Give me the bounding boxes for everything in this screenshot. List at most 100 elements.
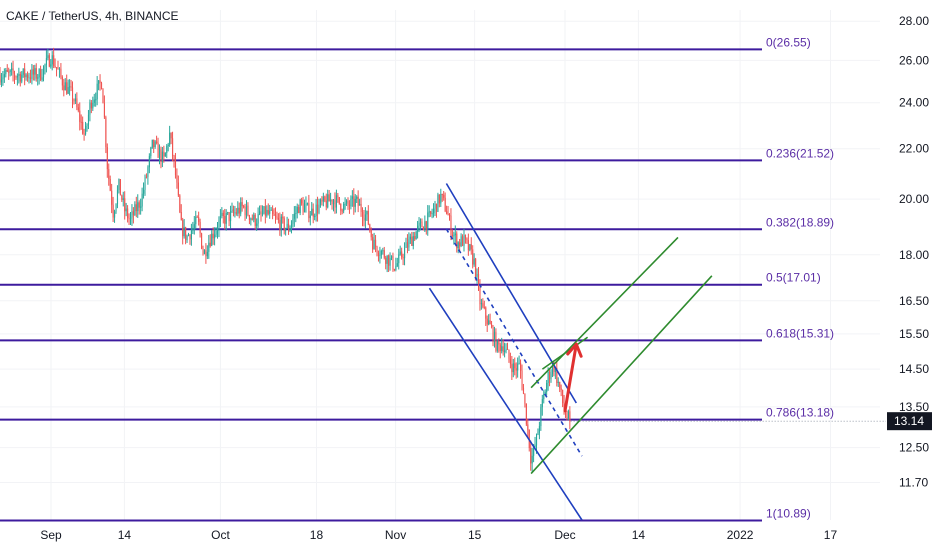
candle-body — [119, 179, 121, 196]
candle-body — [201, 233, 203, 249]
candle-body — [195, 216, 197, 225]
candle-body — [379, 255, 381, 257]
candle-body — [543, 394, 545, 400]
fibonacci-levels — [0, 48, 762, 522]
candle-body — [32, 69, 34, 75]
candle-body — [211, 233, 213, 246]
candle-body — [479, 284, 481, 305]
fib-level-label: 0.786(13.18) — [766, 406, 834, 420]
candle-body — [186, 235, 188, 241]
candle-body — [391, 255, 393, 259]
candle-body — [261, 213, 264, 215]
candle-body — [531, 455, 533, 464]
candle-body — [351, 196, 353, 199]
candle-body — [101, 82, 103, 89]
y-tick-label: 18.00 — [899, 248, 929, 262]
candle-body — [546, 383, 548, 393]
candle-body — [491, 324, 493, 327]
candle-body — [346, 200, 348, 204]
candle-body — [486, 318, 488, 325]
candle-body — [353, 196, 355, 207]
y-tick-label: 12.50 — [899, 441, 929, 455]
candle-body — [406, 242, 409, 248]
candle-body — [430, 211, 432, 214]
y-tick-label: 22.00 — [899, 142, 929, 156]
candle-body — [538, 426, 540, 433]
candle-body — [122, 198, 124, 200]
candle-body — [399, 251, 401, 255]
descending-channel-midline[interactable] — [445, 228, 583, 457]
candle-body — [533, 445, 535, 456]
candle-body — [154, 141, 156, 148]
ascending-channel-inner[interactable] — [541, 336, 589, 370]
candle-body — [530, 448, 532, 464]
candle-body — [480, 303, 482, 305]
candle-body — [18, 73, 20, 76]
candle-body — [217, 229, 219, 232]
candle-body — [264, 206, 266, 216]
candle-body — [41, 77, 43, 80]
candle-body — [517, 363, 519, 371]
candle-body — [135, 204, 137, 212]
candle-body — [493, 331, 496, 343]
candle-body — [462, 236, 464, 246]
candle-body — [180, 212, 182, 221]
ascending-channel-upper[interactable] — [530, 236, 679, 389]
candle-body — [131, 211, 133, 218]
descending-channel-lower[interactable] — [428, 287, 583, 521]
candle-body — [145, 176, 148, 178]
candle-body — [244, 206, 246, 216]
candle-body — [476, 274, 478, 277]
candle-body — [0, 74, 1, 83]
candle-body — [495, 331, 497, 351]
candle-body — [411, 236, 413, 246]
candle-body — [105, 117, 107, 148]
candle-body — [44, 64, 46, 67]
candle-body — [235, 212, 237, 214]
candle-body — [301, 199, 303, 204]
x-tick-label: 14 — [632, 528, 646, 542]
candle-body — [434, 203, 436, 209]
candle-body — [260, 211, 262, 214]
candle-body — [159, 149, 161, 158]
candle-body — [286, 223, 288, 229]
candle-body — [93, 99, 95, 103]
descending-channel-upper[interactable] — [445, 183, 577, 404]
candle-body — [537, 432, 539, 435]
candle-body — [224, 216, 226, 224]
candle-body — [82, 121, 84, 134]
candle-body — [504, 350, 506, 352]
candle-body — [137, 202, 139, 212]
candle-body — [106, 147, 108, 170]
candle-body — [483, 306, 485, 308]
candle-body — [61, 77, 63, 86]
projection-arrow[interactable] — [563, 342, 578, 413]
candle-body — [489, 320, 491, 325]
candle-body — [550, 374, 552, 380]
candle-body — [232, 209, 235, 214]
candle-body — [382, 250, 384, 252]
x-tick-label: Oct — [211, 528, 230, 542]
candle-body — [15, 76, 17, 78]
ascending-channel-lower[interactable] — [530, 275, 713, 475]
candle-body — [563, 403, 565, 411]
candle-body — [334, 200, 336, 208]
candle-body — [350, 198, 352, 207]
candle-body — [456, 233, 458, 249]
candle-body — [357, 196, 359, 206]
candle-body — [373, 239, 375, 250]
candle-body — [173, 155, 175, 160]
projection-arrow-head[interactable] — [566, 342, 583, 358]
candle-body — [414, 236, 416, 240]
candle-body — [37, 77, 39, 79]
candle-body — [56, 67, 58, 69]
candle-body — [321, 199, 323, 202]
candle-body — [124, 198, 126, 212]
candle-body — [314, 216, 316, 218]
candle-body — [98, 80, 100, 84]
candle-body — [553, 365, 555, 372]
candle-body — [562, 389, 564, 404]
candle-body — [420, 221, 422, 223]
